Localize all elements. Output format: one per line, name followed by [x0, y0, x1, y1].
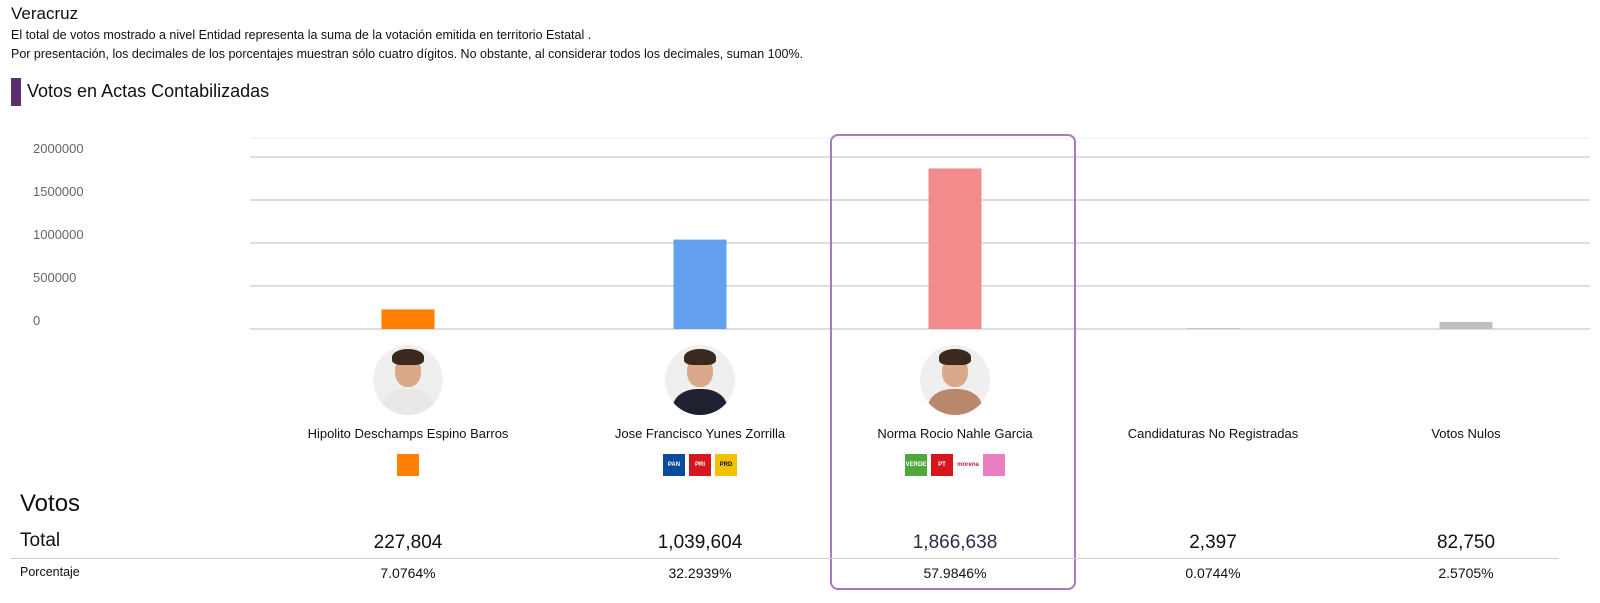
- candidate-photo: [665, 345, 735, 415]
- percentage-value: 0.0744%: [1185, 565, 1241, 581]
- pan-logo: PAN: [663, 454, 685, 476]
- percentage-value: 32.2939%: [668, 565, 732, 581]
- fxm-logo: [983, 454, 1005, 476]
- morena-logo: morena: [957, 454, 979, 476]
- votes-heading: Votos: [20, 490, 81, 517]
- verde-logo: VERDE: [905, 454, 927, 476]
- chart-bars: [381, 168, 1493, 329]
- chart-y-axis: 2000000 1500000 1000000 500000 0: [33, 141, 84, 328]
- candidate-name: Candidaturas No Registradas: [1127, 426, 1299, 441]
- total-votes-value: 227,804: [373, 532, 443, 553]
- party-logos: [283, 454, 533, 476]
- candidate-column: Hipolito Deschamps Espino Barros: [283, 345, 533, 476]
- winner-highlight-box: [830, 134, 1076, 590]
- movimiento-ciudadano-logo: [397, 454, 419, 476]
- y-tick-label: 1500000: [33, 184, 84, 199]
- bar[interactable]: [673, 239, 727, 329]
- party-logos: VERDE PT morena: [830, 454, 1080, 476]
- row-divider: [11, 558, 1559, 559]
- y-tick-label: 500000: [33, 270, 76, 285]
- bar[interactable]: [381, 309, 435, 329]
- prd-logo: PRD: [715, 454, 737, 476]
- votes-bar-chart: 2000000 1500000 1000000 500000 0: [33, 137, 1590, 330]
- total-votes-value: 2,397: [1189, 532, 1237, 553]
- candidate-name: Votos Nulos: [1431, 426, 1501, 441]
- aggregation-note: El total de votos mostrado a nivel Entid…: [11, 28, 592, 42]
- total-votes-value: 1,866,638: [912, 532, 998, 553]
- candidate-photo: [373, 345, 443, 415]
- chart-gridlines: [250, 137, 1590, 330]
- pri-logo: PRI: [689, 454, 711, 476]
- section-title: Votos en Actas Contabilizadas: [27, 81, 270, 101]
- y-tick-label: 2000000: [33, 141, 84, 156]
- bar[interactable]: [1186, 328, 1240, 329]
- total-row-label: Total: [20, 530, 61, 551]
- candidate-name: Norma Rocio Nahle Garcia: [877, 426, 1033, 441]
- party-logos: PAN PRI PRD: [575, 454, 825, 476]
- candidate-column: Jose Francisco Yunes Zorrilla PAN PRI PRD: [575, 345, 825, 476]
- candidate-column: Norma Rocio Nahle Garcia VERDE PT morena: [830, 345, 1080, 476]
- percentage-value: 57.9846%: [923, 565, 987, 581]
- candidate-name: Hipolito Deschamps Espino Barros: [307, 426, 509, 441]
- total-votes-value: 82,750: [1436, 532, 1496, 553]
- percentage-row-label: Porcentaje: [20, 565, 80, 579]
- pt-logo: PT: [931, 454, 953, 476]
- state-title: Veracruz: [11, 4, 79, 23]
- y-tick-label: 1000000: [33, 227, 84, 242]
- bar[interactable]: [1439, 321, 1493, 329]
- total-votes-value: 1,039,604: [657, 532, 743, 553]
- bar[interactable]: [928, 168, 982, 329]
- percentage-value: 2.5705%: [1438, 565, 1494, 581]
- y-tick-label: 0: [33, 313, 40, 328]
- candidate-name: Jose Francisco Yunes Zorrilla: [614, 426, 786, 441]
- section-marker: [11, 78, 21, 106]
- percentage-note: Por presentación, los decimales de los p…: [11, 47, 804, 61]
- percentage-value: 7.0764%: [380, 565, 436, 581]
- candidate-photo: [920, 345, 990, 415]
